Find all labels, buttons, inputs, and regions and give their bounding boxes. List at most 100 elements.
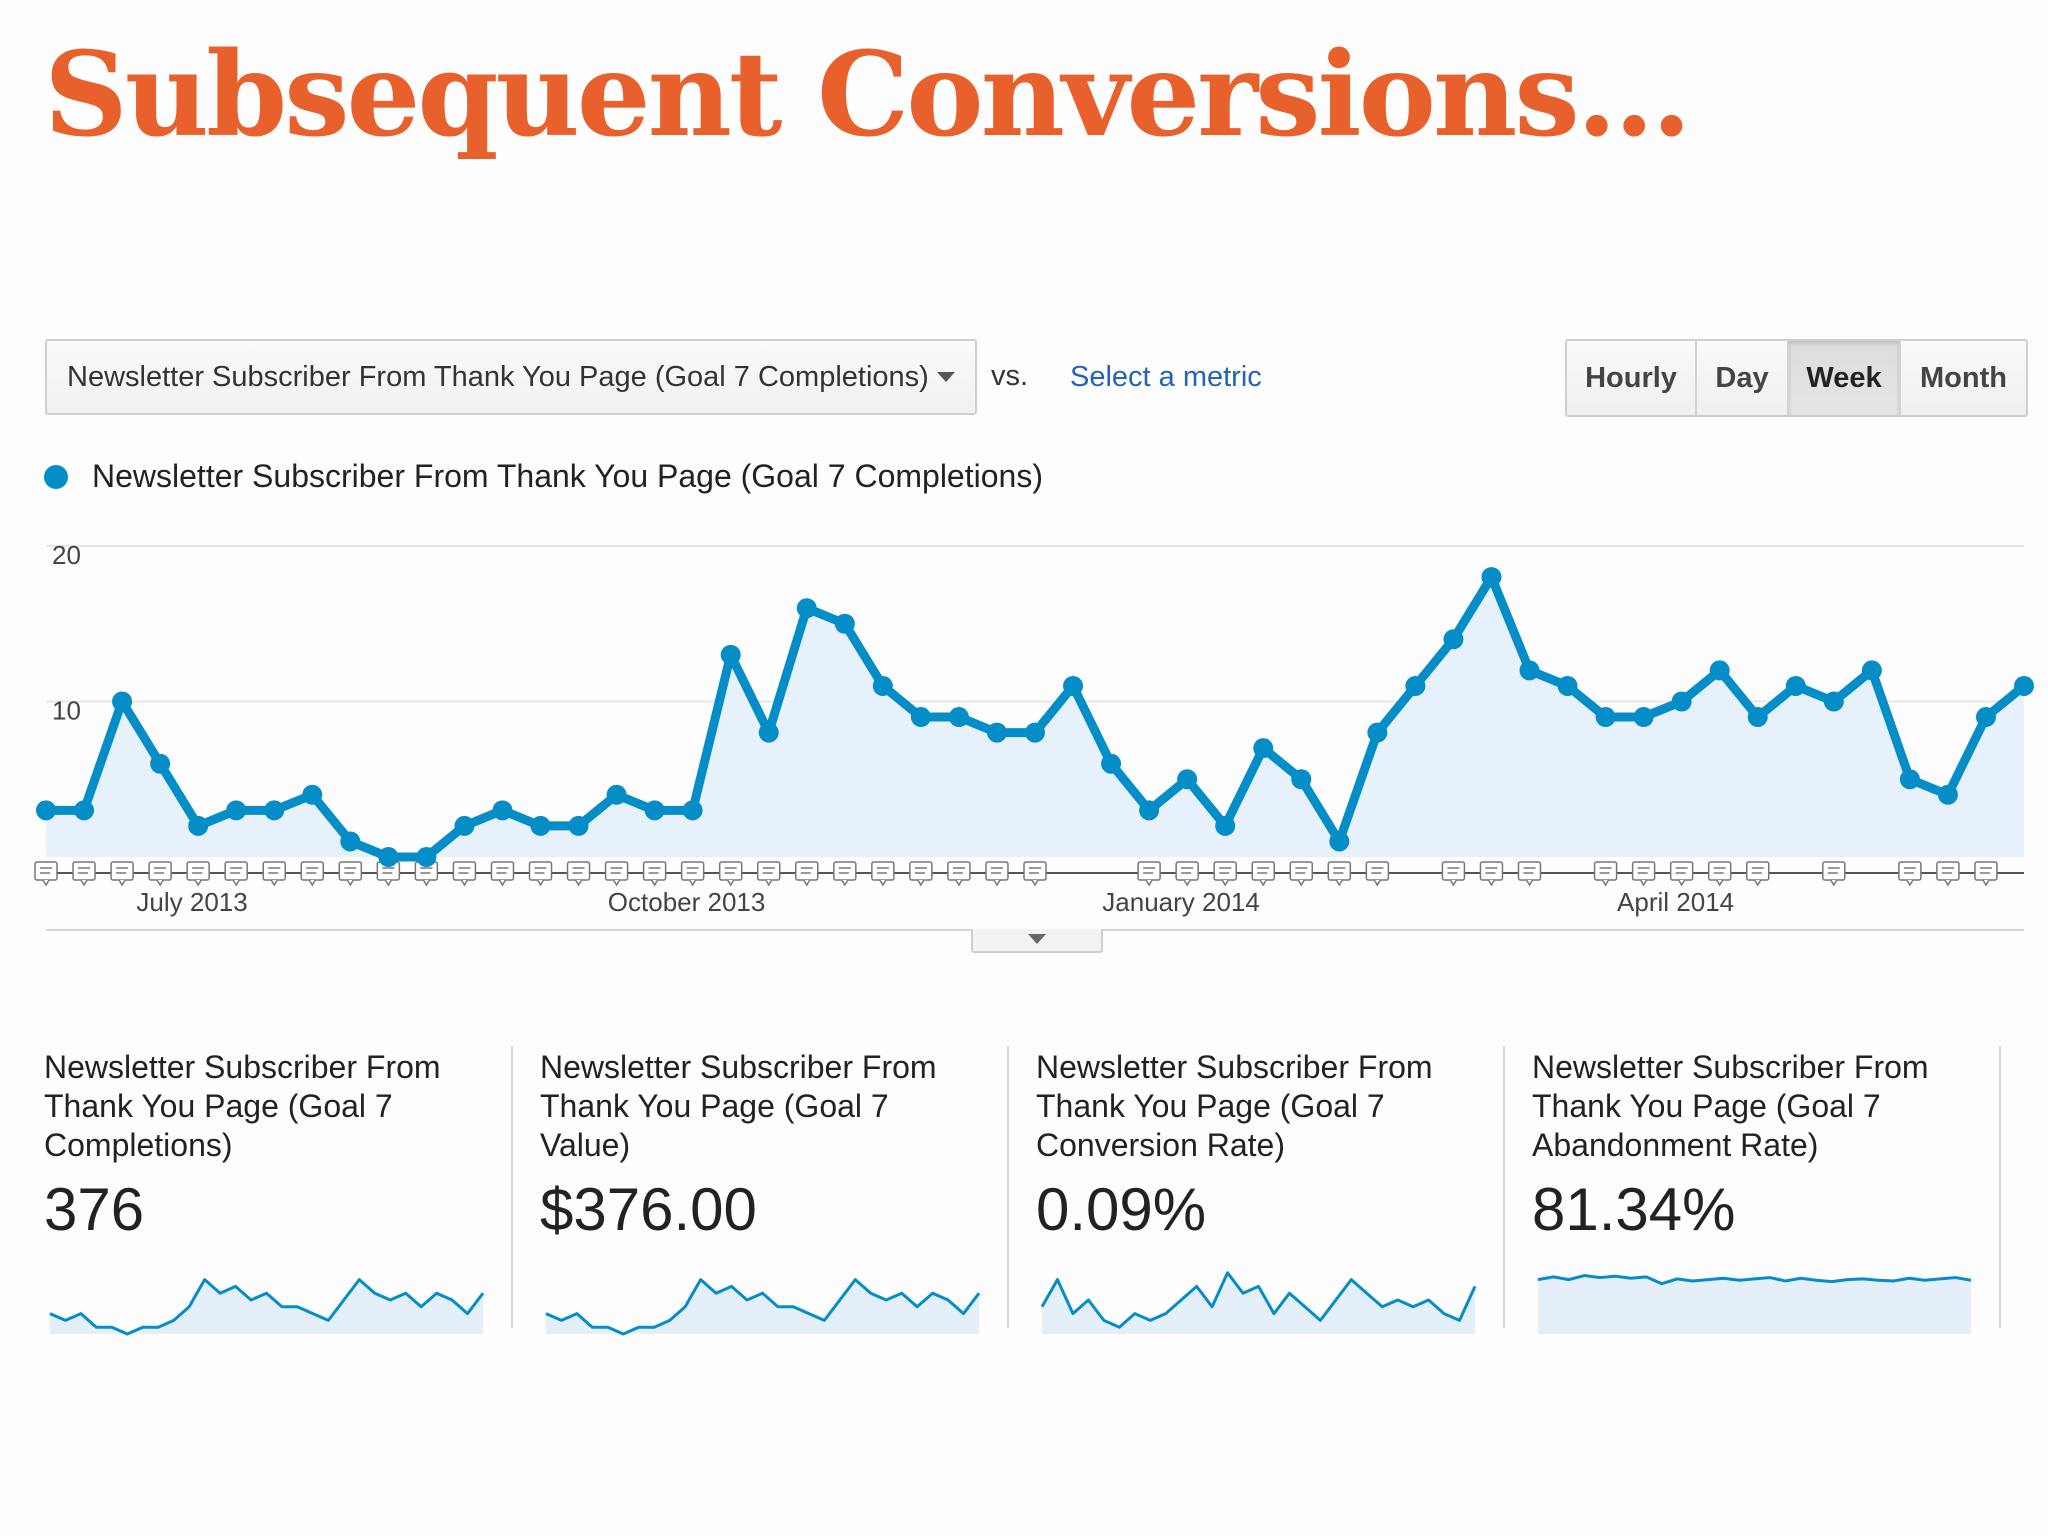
data-point[interactable] xyxy=(492,800,513,821)
data-point[interactable] xyxy=(1823,691,1844,712)
annotation-marker-icon[interactable] xyxy=(1517,861,1542,887)
data-point[interactable] xyxy=(1177,769,1198,790)
annotation-marker-icon[interactable] xyxy=(1441,861,1466,887)
period-month-button[interactable]: Month xyxy=(1920,361,2007,394)
annotation-marker-icon[interactable] xyxy=(833,861,857,887)
data-point[interactable] xyxy=(226,800,247,821)
annotation-marker-icon[interactable] xyxy=(338,861,363,887)
data-point[interactable] xyxy=(910,707,931,728)
annotation-marker-icon[interactable] xyxy=(148,861,172,887)
data-point[interactable] xyxy=(112,691,133,712)
data-point[interactable] xyxy=(1709,660,1730,681)
annotation-marker-icon[interactable] xyxy=(1137,861,1161,887)
data-point[interactable] xyxy=(1671,691,1692,712)
data-point[interactable] xyxy=(302,784,323,805)
annotation-marker-icon[interactable] xyxy=(1745,861,1770,887)
period-week-button[interactable]: Week xyxy=(1789,341,1901,415)
data-point[interactable] xyxy=(1139,800,1160,821)
annotation-marker-icon[interactable] xyxy=(1593,861,1618,887)
data-point[interactable] xyxy=(416,847,437,867)
data-point[interactable] xyxy=(948,707,969,728)
scorecard-completions[interactable]: Newsletter Subscriber From Thank You Pag… xyxy=(44,1048,494,1336)
annotation-marker-icon[interactable] xyxy=(1175,861,1199,887)
data-point[interactable] xyxy=(1747,707,1768,728)
annotation-marker-icon[interactable] xyxy=(414,861,439,887)
annotation-marker-icon[interactable] xyxy=(680,861,705,887)
annotation-marker-icon[interactable] xyxy=(871,861,895,887)
metric-select[interactable]: Newsletter Subscriber From Thank You Pag… xyxy=(45,339,977,415)
data-point[interactable] xyxy=(1405,675,1426,696)
data-point[interactable] xyxy=(340,831,361,852)
data-point[interactable] xyxy=(796,598,817,619)
annotation-marker-icon[interactable] xyxy=(1707,861,1732,887)
annotation-marker-icon[interactable] xyxy=(110,861,134,887)
data-point[interactable] xyxy=(1291,769,1312,790)
annotation-marker-icon[interactable] xyxy=(795,861,819,887)
annotation-marker-icon[interactable] xyxy=(642,861,667,887)
data-point[interactable] xyxy=(74,800,95,821)
data-point[interactable] xyxy=(454,815,475,836)
data-point[interactable] xyxy=(1899,769,1920,790)
data-point[interactable] xyxy=(378,847,399,867)
scorecard-value-metric[interactable]: Newsletter Subscriber From Thank You Pag… xyxy=(540,1048,990,1336)
annotation-marker-icon[interactable] xyxy=(1251,861,1275,887)
data-point[interactable] xyxy=(834,613,855,634)
data-point[interactable] xyxy=(1063,675,1084,696)
annotation-marker-icon[interactable] xyxy=(452,861,477,887)
annotation-marker-icon[interactable] xyxy=(224,861,248,887)
data-point[interactable] xyxy=(150,753,171,774)
annotation-marker-icon[interactable] xyxy=(490,861,515,887)
annotation-marker-icon[interactable] xyxy=(1479,861,1504,887)
data-point[interactable] xyxy=(1329,831,1350,852)
data-point[interactable] xyxy=(1785,675,1806,696)
data-point[interactable] xyxy=(36,800,56,821)
data-point[interactable] xyxy=(530,815,551,836)
chart-expand-toggle[interactable] xyxy=(971,929,1103,953)
data-point[interactable] xyxy=(720,644,741,665)
annotation-marker-icon[interactable] xyxy=(1669,861,1694,887)
data-point[interactable] xyxy=(2014,675,2034,696)
annotation-marker-icon[interactable] xyxy=(1631,861,1656,887)
annotation-marker-icon[interactable] xyxy=(718,861,743,887)
data-point[interactable] xyxy=(644,800,665,821)
data-point[interactable] xyxy=(1481,567,1502,588)
annotation-marker-icon[interactable] xyxy=(756,861,781,887)
annotation-marker-icon[interactable] xyxy=(186,861,210,887)
data-point[interactable] xyxy=(872,675,893,696)
data-point[interactable] xyxy=(1633,707,1654,728)
annotation-marker-icon[interactable] xyxy=(947,861,971,887)
annotation-marker-icon[interactable] xyxy=(34,861,58,887)
annotation-marker-icon[interactable] xyxy=(1327,861,1352,887)
data-point[interactable] xyxy=(1025,722,1045,743)
data-point[interactable] xyxy=(1215,815,1236,836)
data-point[interactable] xyxy=(1557,675,1578,696)
data-point[interactable] xyxy=(1253,738,1274,759)
scorecard-conversion-rate[interactable]: Newsletter Subscriber From Thank You Pag… xyxy=(1036,1048,1486,1334)
data-point[interactable] xyxy=(1975,707,1996,728)
data-point[interactable] xyxy=(1937,784,1958,805)
annotation-marker-icon[interactable] xyxy=(604,861,629,887)
data-point[interactable] xyxy=(188,815,209,836)
data-point[interactable] xyxy=(758,722,779,743)
data-point[interactable] xyxy=(1367,722,1388,743)
data-point[interactable] xyxy=(1443,629,1464,650)
select-metric-link[interactable]: Select a metric xyxy=(1070,361,1262,393)
data-point[interactable] xyxy=(264,800,285,821)
annotation-marker-icon[interactable] xyxy=(985,861,1009,887)
data-point[interactable] xyxy=(606,784,627,805)
annotation-marker-icon[interactable] xyxy=(300,861,325,887)
period-day-button[interactable]: Day xyxy=(1697,341,1789,415)
annotation-marker-icon[interactable] xyxy=(909,861,933,887)
data-point[interactable] xyxy=(986,722,1007,743)
annotation-marker-icon[interactable] xyxy=(262,861,286,887)
data-point[interactable] xyxy=(1519,660,1540,681)
annotation-marker-icon[interactable] xyxy=(1213,861,1237,887)
annotation-marker-icon[interactable] xyxy=(1289,861,1314,887)
annotation-marker-icon[interactable] xyxy=(1936,861,1960,887)
data-point[interactable] xyxy=(682,800,703,821)
data-point[interactable] xyxy=(1861,660,1882,681)
data-point[interactable] xyxy=(1101,753,1122,774)
annotation-marker-icon[interactable] xyxy=(72,861,96,887)
annotation-marker-icon[interactable] xyxy=(1822,861,1846,887)
scorecard-abandonment-rate[interactable]: Newsletter Subscriber From Thank You Pag… xyxy=(1532,1048,1982,1334)
